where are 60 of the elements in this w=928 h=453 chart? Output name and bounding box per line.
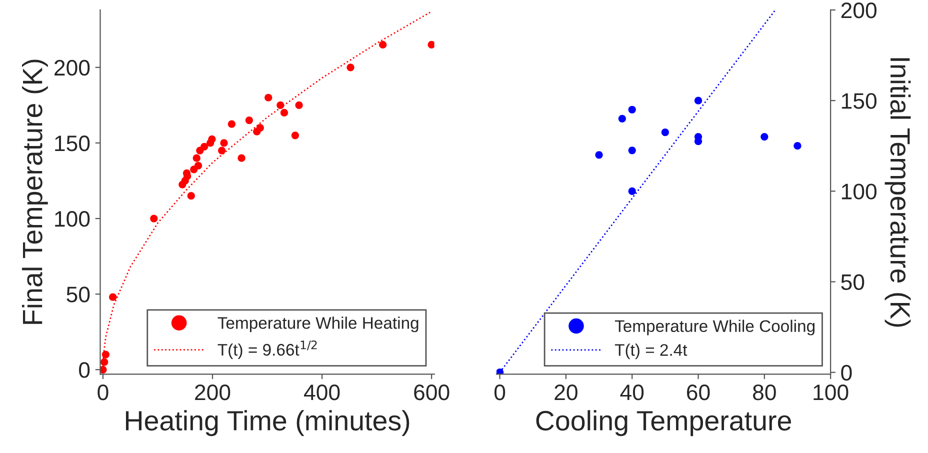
y2-tick-label: 0 [841,364,852,381]
point [595,151,603,159]
point [200,142,208,151]
y2-tick-label: 200 [841,2,876,18]
y-tick-label: 50 [66,286,90,302]
point [208,135,216,143]
point [218,146,226,154]
x-tick-label: 60 [687,384,710,400]
point [194,162,202,170]
point [694,138,702,146]
y2-tick-label: 100 [842,184,876,200]
y2-tick-label: 150 [842,93,876,109]
point [794,142,802,150]
x-tick-label: 0 [98,384,108,400]
y-tick-label: 0 [79,362,90,378]
x-tick-label: 80 [753,384,776,400]
y-tick-label: 150 [55,135,90,152]
point [187,192,195,200]
point [618,114,626,122]
point [220,139,228,147]
x-axis-title: Heating Time (minutes) [126,410,410,436]
point [256,124,264,132]
point [346,64,354,72]
point [628,106,636,114]
y2-axis-title: Initial Temperature (K) [884,58,911,327]
point [379,40,387,49]
x-axis-title: Cooling Temperature [536,410,791,436]
x-tick-label: 20 [554,384,578,400]
x-tick-label: 600 [414,384,450,400]
point [428,40,434,49]
x-tick-label: 100 [814,384,848,400]
point [238,154,246,162]
x-tick-label: 0 [494,384,506,400]
y-tick-label: 200 [54,60,90,76]
point [291,132,299,140]
point [760,133,768,141]
point [228,120,236,128]
point [628,146,636,154]
point [280,108,288,117]
point [150,214,158,222]
point [264,94,272,102]
legend-label: Temperature While Heating [218,316,418,332]
point [661,128,669,136]
x-tick-label: 200 [195,384,230,400]
legend-label: T(t) = 9.66t$^{1/2}$ [218,340,317,359]
y2-tick-label: 50 [841,274,864,290]
y-tick-label: 100 [55,211,90,227]
point [628,187,636,195]
x-tick-label: 40 [620,384,644,400]
y-axis-title: Final Temperature (K) [22,60,48,324]
point [245,116,253,124]
point [496,368,504,374]
point [109,293,117,301]
point [295,101,303,109]
legend-label: T(t) = 2.4t [614,344,688,360]
point [102,350,110,358]
point [694,96,702,104]
x-tick-label: 400 [304,384,340,400]
legend-label: Temperature While Cooling [614,320,814,336]
point [192,154,200,162]
